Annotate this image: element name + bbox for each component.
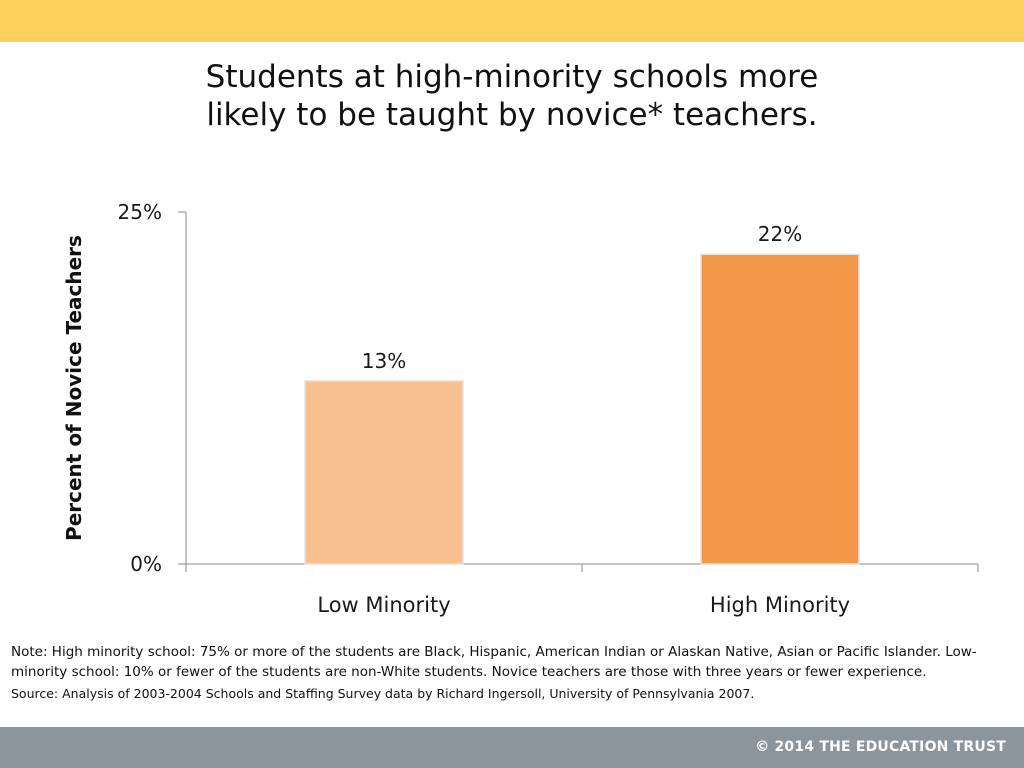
y-axis-title: Percent of Novice Teachers [62,235,86,541]
y-tick-label: 25% [118,200,162,224]
title-line-1: Students at high-minority schools more [205,59,819,95]
x-tick-label: Low Minority [317,593,450,617]
copyright-text: © 2014 THE EDUCATION TRUST [755,739,1006,755]
top-accent-band [0,0,1024,42]
x-tick-label: High Minority [710,593,850,617]
data-label: 22% [758,222,802,246]
title-line-2: likely to be taught by novice* teachers. [206,97,818,133]
bar-chart: 25% 0% 13% Low Minority 22% High Minority Perc… [62,200,979,617]
bar-low-minority [304,380,464,565]
y-tick-label: 0% [130,552,162,576]
footnote: Note: High minority school: 75% or more … [11,642,1001,704]
data-label: 13% [362,349,406,373]
note-text: Note: High minority school: 75% or more … [11,644,977,680]
bar-high-minority [700,253,860,565]
source-text: Source: Analysis of 2003-2004 Schools an… [11,686,755,701]
page-title: Students at high-minority schools more l… [112,58,912,134]
footer-bar: © 2014 THE EDUCATION TRUST [0,727,1024,768]
